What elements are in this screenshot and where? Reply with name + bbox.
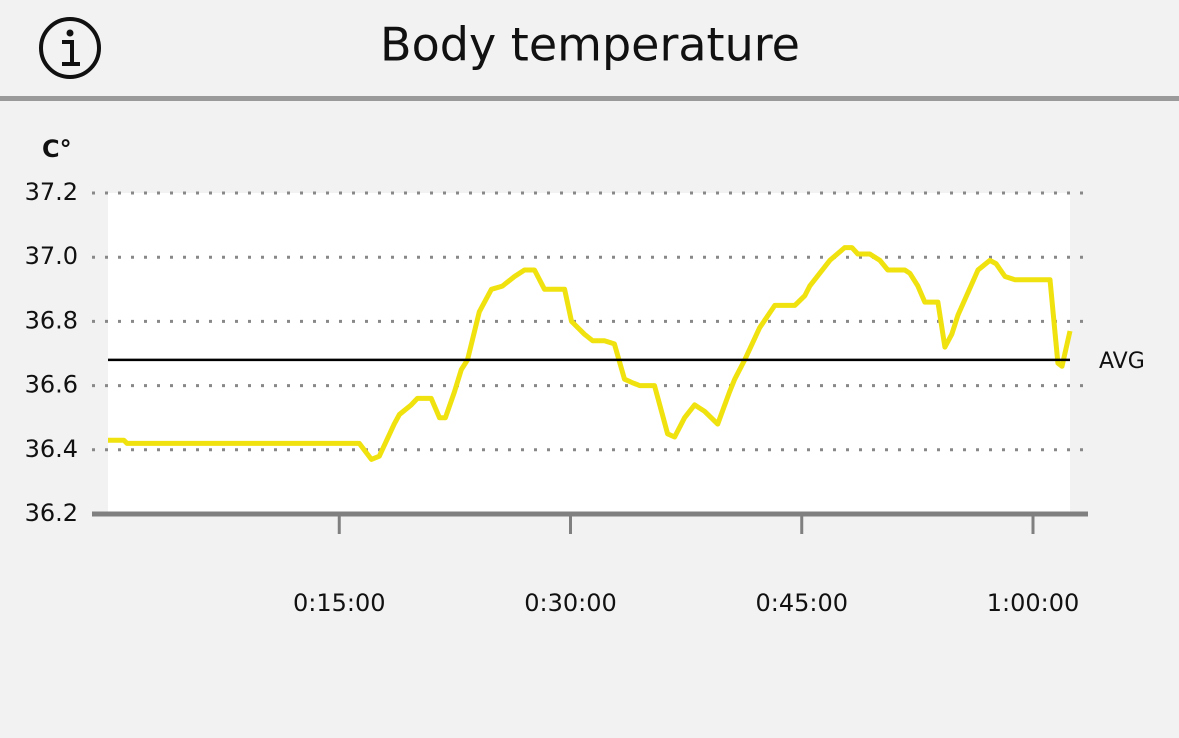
y-tick-label: 37.0 xyxy=(25,242,78,270)
x-tick-label: 0:30:00 xyxy=(524,589,617,617)
y-unit-label: C° xyxy=(42,135,72,163)
x-tick-label: 0:45:00 xyxy=(755,589,848,617)
header-shadow xyxy=(0,96,1179,101)
info-icon[interactable] xyxy=(39,17,101,79)
y-tick-label: 36.4 xyxy=(25,435,78,463)
header-bar xyxy=(0,0,1179,97)
x-tick-label: 0:15:00 xyxy=(293,589,386,617)
title: Body temperature xyxy=(380,18,800,72)
y-tick-label: 36.6 xyxy=(25,371,78,399)
y-tick-label: 36.2 xyxy=(25,499,78,527)
temperature-line xyxy=(108,245,1073,462)
average-label: AVG xyxy=(1099,349,1145,374)
y-tick-label: 36.8 xyxy=(25,306,78,334)
x-tick-label: 1:00:00 xyxy=(987,589,1080,617)
y-tick-label: 37.2 xyxy=(25,178,78,206)
plot-area xyxy=(108,193,1070,514)
